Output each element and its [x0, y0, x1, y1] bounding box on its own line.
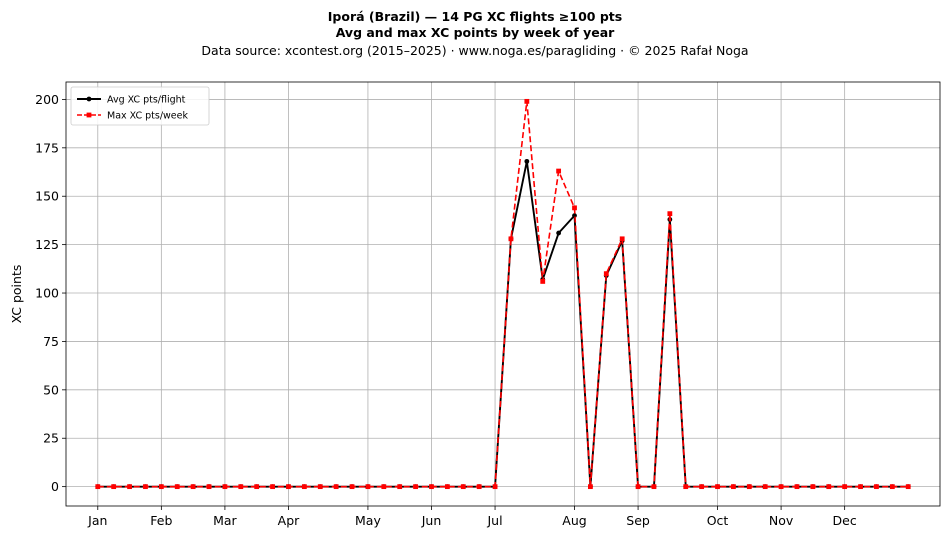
data-point-max: [460, 484, 466, 490]
data-point-max: [143, 484, 148, 490]
legend-box: [70, 86, 210, 126]
data-point-max: [333, 484, 339, 490]
y-axis-label: XC points: [9, 265, 24, 324]
data-point-max: [222, 484, 228, 490]
data-point-max: [651, 484, 657, 490]
x-tick-label: Jul: [487, 513, 503, 528]
data-point-max: [492, 484, 498, 490]
chart-subtitle: Avg and max XC points by week of year: [335, 25, 615, 40]
x-tick-label: Dec: [833, 513, 857, 528]
data-point-max: [778, 484, 784, 490]
x-tick-label: Feb: [150, 513, 172, 528]
data-point-max: [397, 484, 403, 490]
legend-marker: [86, 96, 92, 102]
data-point-max: [810, 484, 816, 490]
data-point-max: [381, 484, 387, 490]
data-point-avg: [524, 158, 530, 164]
data-point-max: [874, 484, 879, 490]
data-point-max: [588, 484, 593, 490]
data-point-max: [317, 484, 323, 490]
data-point-max: [572, 205, 577, 211]
y-tick-label: 75: [43, 334, 59, 349]
x-tick-label: Jan: [87, 513, 107, 528]
x-tick-label: Mar: [213, 513, 237, 528]
data-point-max: [476, 484, 482, 490]
data-point-max: [270, 484, 275, 490]
data-point-max: [286, 484, 291, 490]
data-point-max: [715, 484, 720, 490]
legend-label: Avg XC pts/flight: [107, 95, 186, 106]
y-tick-label: 200: [35, 92, 59, 107]
data-point-max: [667, 211, 673, 217]
data-point-max: [254, 484, 260, 490]
data-point-max: [746, 484, 752, 490]
y-tick-label: 0: [51, 479, 59, 494]
y-tick-label: 100: [35, 286, 59, 301]
data-point-max: [794, 484, 800, 490]
data-point-max: [731, 484, 736, 490]
data-point-max: [619, 236, 625, 242]
legend-marker: [86, 112, 92, 118]
data-point-max: [111, 484, 117, 490]
data-point-max: [762, 484, 768, 490]
data-point-max: [699, 484, 705, 490]
data-point-max: [365, 484, 371, 490]
data-point-max: [858, 484, 863, 490]
data-point-max: [826, 484, 832, 490]
data-point-max: [444, 484, 450, 490]
data-point-max: [206, 484, 212, 490]
data-point-max: [349, 484, 355, 490]
data-point-max: [429, 484, 434, 490]
data-point-max: [556, 168, 562, 174]
x-tick-label: Jun: [421, 513, 442, 528]
data-point-max: [127, 484, 132, 490]
data-point-max: [905, 484, 911, 490]
chart-title: Iporá (Brazil) — 14 PG XC flights ≥100 p…: [327, 9, 623, 24]
x-tick-label: May: [355, 513, 381, 528]
data-point-max: [301, 484, 307, 490]
data-point-max: [635, 484, 641, 490]
data-point-max: [238, 484, 244, 490]
data-point-max: [158, 484, 164, 490]
y-tick-label: 175: [35, 140, 59, 155]
data-point-max: [889, 484, 895, 490]
x-tick-label: Nov: [769, 513, 794, 528]
plot-frame: [65, 81, 941, 507]
data-point-max: [174, 484, 180, 490]
data-point-max: [603, 271, 609, 277]
data-point-max: [842, 484, 848, 490]
x-tick-label: Aug: [562, 513, 586, 528]
x-tick-label: Oct: [707, 513, 729, 528]
series-line-max: [97, 100, 909, 488]
data-point-max: [95, 484, 101, 490]
data-point-max: [524, 98, 530, 104]
y-tick-label: 25: [43, 431, 59, 446]
data-point-avg: [556, 230, 562, 236]
data-point-max: [508, 236, 514, 242]
legend-label: Max XC pts/week: [107, 111, 188, 122]
data-point-max: [190, 484, 196, 490]
y-tick-label: 150: [35, 189, 59, 204]
x-tick-label: Sep: [626, 513, 650, 528]
data-point-max: [540, 279, 546, 284]
y-tick-label: 50: [43, 382, 59, 397]
y-tick-label: 125: [35, 237, 59, 252]
data-point-max: [683, 484, 689, 490]
data-point-max: [413, 484, 418, 490]
x-tick-label: Apr: [278, 513, 300, 528]
chart-source-line: Data source: xcontest.org (2015–2025) · …: [201, 43, 749, 58]
